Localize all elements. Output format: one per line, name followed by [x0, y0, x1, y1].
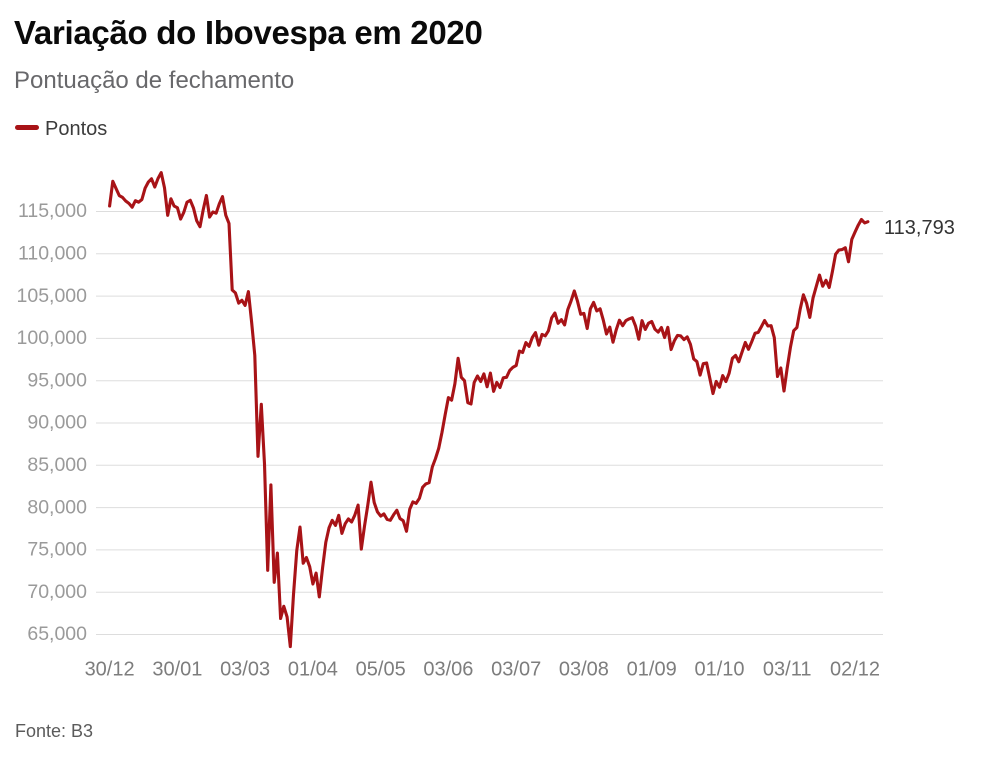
svg-text:30/12: 30/12	[85, 659, 135, 681]
svg-text:03/11: 03/11	[763, 659, 812, 681]
svg-text:115,000: 115,000	[18, 200, 87, 222]
svg-text:03/03: 03/03	[220, 659, 270, 681]
svg-text:90,000: 90,000	[27, 412, 87, 434]
svg-text:113,793: 113,793	[884, 217, 955, 239]
svg-text:03/06: 03/06	[423, 659, 473, 681]
svg-text:01/04: 01/04	[288, 659, 338, 681]
svg-text:80,000: 80,000	[27, 496, 87, 518]
svg-text:03/07: 03/07	[491, 659, 541, 681]
svg-text:70,000: 70,000	[27, 581, 87, 603]
svg-text:65,000: 65,000	[27, 623, 87, 645]
svg-text:05/05: 05/05	[356, 659, 406, 681]
svg-text:02/12: 02/12	[830, 659, 880, 681]
svg-text:03/08: 03/08	[559, 659, 609, 681]
svg-text:85,000: 85,000	[27, 454, 87, 476]
svg-text:105,000: 105,000	[17, 285, 88, 307]
svg-text:110,000: 110,000	[18, 243, 87, 265]
svg-text:100,000: 100,000	[17, 327, 88, 349]
svg-text:95,000: 95,000	[27, 369, 87, 391]
svg-text:75,000: 75,000	[27, 539, 87, 561]
svg-text:30/01: 30/01	[152, 659, 202, 681]
svg-text:01/10: 01/10	[694, 659, 744, 681]
svg-text:01/09: 01/09	[627, 659, 677, 681]
